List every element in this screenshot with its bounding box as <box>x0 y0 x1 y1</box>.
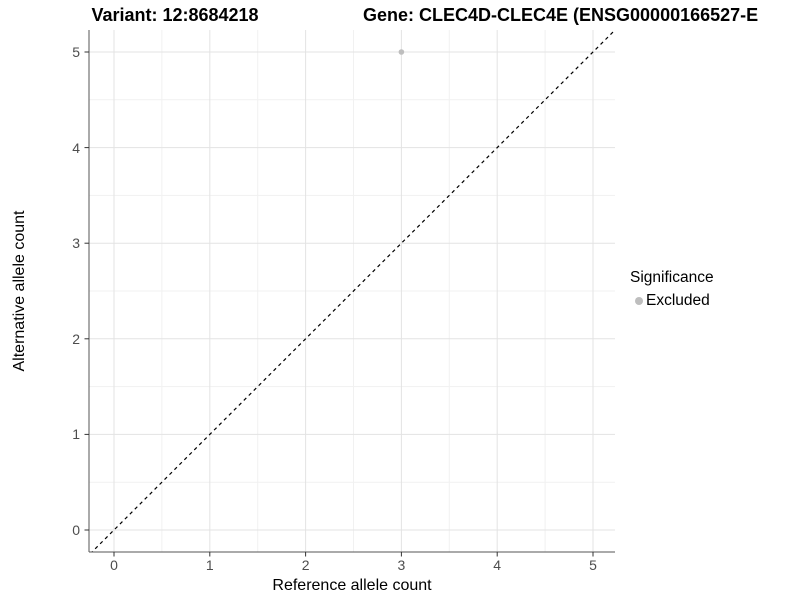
x-tick-label: 0 <box>110 557 118 573</box>
y-tick-label: 0 <box>72 522 80 538</box>
y-tick-label: 4 <box>72 139 80 156</box>
data-point <box>398 49 405 55</box>
legend-entry-label: Excluded <box>646 292 710 309</box>
x-axis-title: Reference allele count <box>272 577 432 594</box>
x-tick-label: 3 <box>397 557 406 573</box>
legend-entry-excluded: Excluded <box>630 292 714 309</box>
x-tick-label: 2 <box>301 557 310 573</box>
legend-title: Significance <box>630 269 714 286</box>
plot-title-gene: Gene: CLEC4D-CLEC4E (ENSG00000166527-E <box>363 5 759 25</box>
y-axis-title: Alternative allele count <box>11 210 28 372</box>
identity-line <box>91 30 615 552</box>
legend: Significance Excluded <box>630 268 714 309</box>
y-tick-label: 1 <box>72 426 80 443</box>
legend-point-icon <box>635 296 643 305</box>
y-tick-label: 3 <box>72 235 80 252</box>
x-tick-label: 1 <box>205 557 214 573</box>
x-tick-label: 4 <box>493 557 502 573</box>
plot-title-variant: Variant: 12:8684218 <box>91 5 259 25</box>
y-tick-label: 2 <box>72 330 80 347</box>
y-tick-label: 5 <box>72 44 80 60</box>
x-tick-label: 5 <box>589 557 597 573</box>
